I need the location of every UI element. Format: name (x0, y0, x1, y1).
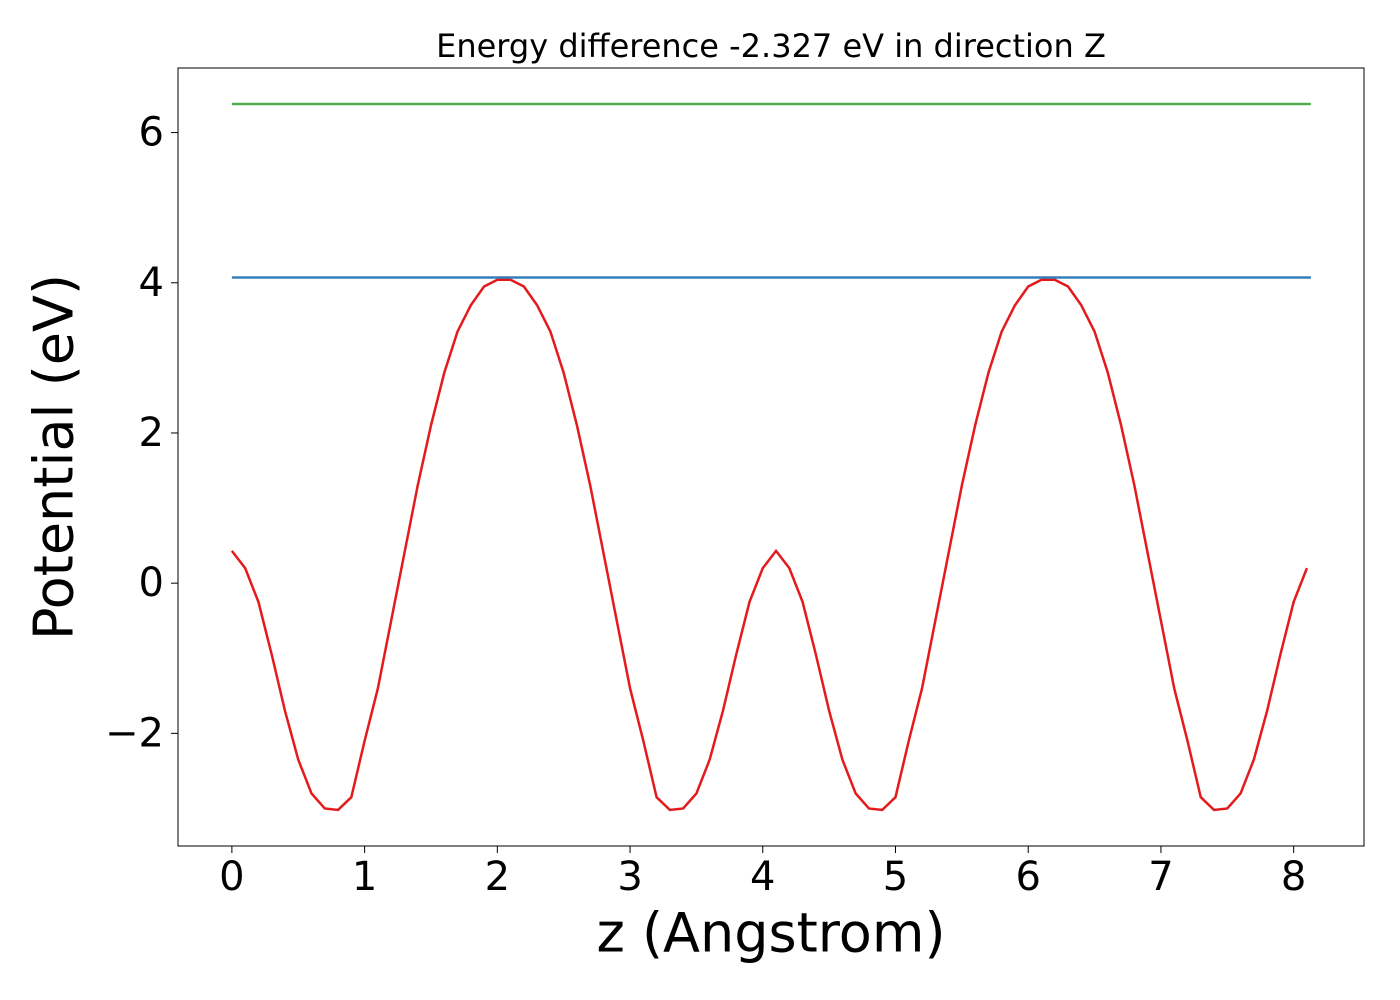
line-series (230, 278, 1309, 812)
x-tick-label: 3 (617, 854, 642, 900)
x-tick-label: 2 (485, 854, 510, 900)
y-tick-label: 6 (139, 110, 164, 156)
y-tick-label: 0 (139, 560, 164, 606)
y-tick-label: 2 (139, 410, 164, 456)
x-tick-label: 4 (750, 854, 775, 900)
x-tick-label: 5 (883, 854, 908, 900)
y-tick-label: 4 (139, 260, 164, 306)
x-tick-label: 6 (1015, 854, 1040, 900)
y-axis-label: Potential (eV) (23, 274, 86, 640)
x-tick-label: 7 (1148, 854, 1173, 900)
x-axis-label: z (Angstrom) (596, 902, 945, 965)
x-tick-label: 0 (219, 854, 244, 900)
y-tick-label: −2 (105, 710, 164, 756)
x-tick-label: 1 (352, 854, 377, 900)
x-tick-label: 8 (1281, 854, 1306, 900)
chart-title: Energy difference -2.327 eV in direction… (436, 27, 1106, 65)
plot-frame (177, 67, 1365, 847)
